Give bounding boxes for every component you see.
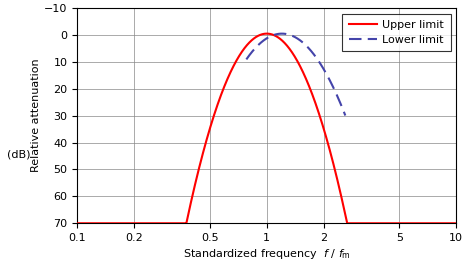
Lower limit — [343, 114, 348, 117]
Lower limit — [243, 58, 249, 61]
Lower limit — [279, 32, 285, 35]
Lower limit — [322, 70, 328, 73]
Legend: Upper limit, Lower limit: Upper limit, Lower limit — [342, 14, 451, 51]
Upper limit — [74, 222, 80, 225]
Upper limit — [446, 222, 452, 225]
Lower limit — [283, 32, 289, 36]
Upper limit — [117, 222, 123, 225]
Upper limit — [220, 89, 226, 93]
X-axis label: Standardized frequency  $f$ / $f_\mathrm{m}$: Standardized frequency $f$ / $f_\mathrm{… — [183, 247, 351, 261]
Line: Upper limit: Upper limit — [77, 34, 456, 223]
Y-axis label: Relative attenuation: Relative attenuation — [31, 59, 41, 172]
Upper limit — [236, 55, 242, 58]
Lower limit — [249, 51, 254, 55]
Lower limit — [276, 32, 281, 36]
Upper limit — [140, 222, 146, 225]
Upper limit — [405, 222, 411, 225]
Upper limit — [453, 222, 459, 225]
Lower limit — [300, 41, 306, 44]
Upper limit — [264, 32, 270, 35]
Text: (dB): (dB) — [7, 149, 30, 160]
Line: Lower limit: Lower limit — [246, 34, 345, 115]
Lower limit — [329, 82, 334, 85]
